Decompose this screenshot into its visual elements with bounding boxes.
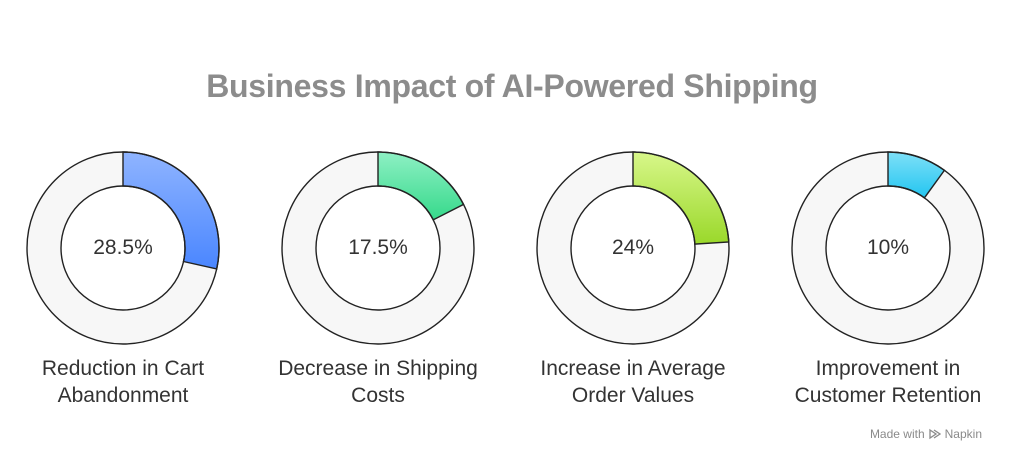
donut-outer-outline: [26, 151, 220, 345]
watermark-prefix: Made with: [869, 427, 925, 441]
donut-value-label: 17.5%: [348, 236, 408, 259]
chart-title: Business Impact of AI-Powered Shipping: [206, 68, 818, 104]
donut-caption-line: Order Values: [571, 384, 695, 407]
donut-svg: [791, 151, 985, 345]
donut-track: [791, 152, 984, 344]
donut-inner-outline: [825, 185, 951, 311]
donut-inner-outline: [315, 185, 441, 311]
donut-chart: 10%: [791, 151, 985, 345]
donut-caption-line: Reduction in Cart: [41, 357, 205, 380]
donut-caption: Increase in Average Order Values: [508, 355, 758, 409]
donut-outer-outline: [536, 151, 730, 345]
donut-outer-outline: [281, 151, 475, 345]
donut-value-label: 24%: [611, 236, 655, 259]
donut-outer-outline: [791, 151, 985, 345]
donut-value-label: 10%: [866, 236, 910, 259]
donut-caption-line: Decrease in Shipping: [278, 357, 478, 380]
donut-inner-outline: [570, 185, 696, 311]
napkin-logo-icon: [928, 428, 941, 440]
donut-caption-line: Abandonment: [57, 384, 189, 407]
donut-svg: [26, 151, 220, 345]
watermark-brand: Napkin: [944, 427, 982, 441]
donut-caption-line: Costs: [351, 384, 405, 407]
donut-caption-line: Improvement in: [815, 357, 961, 380]
donut-svg: [281, 151, 475, 345]
donut-chart: 24%: [536, 151, 730, 345]
napkin-watermark: Made with Napkin: [870, 427, 982, 441]
donut-value-label: 28.5%: [93, 236, 153, 259]
donut-chart: 17.5%: [281, 151, 475, 345]
donut-caption-line: Increase in Average: [540, 357, 726, 380]
donut-inner-outline: [60, 185, 186, 311]
donut-svg: [536, 151, 730, 345]
donut-caption: Decrease in Shipping Costs: [253, 355, 503, 409]
donut-chart: 28.5%: [26, 151, 220, 345]
donut-caption: Reduction in Cart Abandonment: [0, 355, 248, 409]
donut-caption-line: Customer Retention: [794, 384, 982, 407]
donut-caption: Improvement in Customer Retention: [763, 355, 1013, 409]
